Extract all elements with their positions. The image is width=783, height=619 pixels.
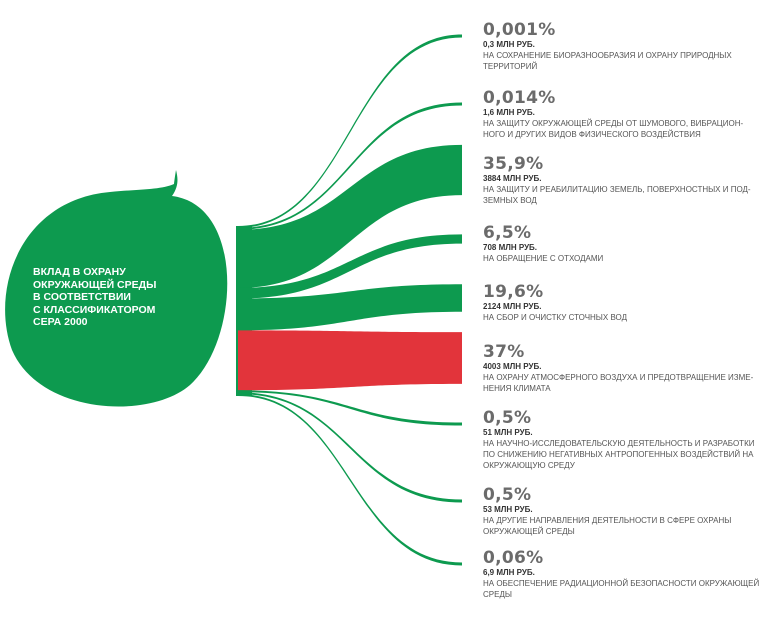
flow-description: НА ОХРАНУ АТМОСФЕРНОГО ВОЗДУХА И ПРЕДОТВ…: [483, 373, 754, 393]
flow-amount: 1,6 МЛН РУБ.: [483, 108, 535, 117]
flow-amount: 6,9 МЛН РУБ.: [483, 568, 535, 577]
flow-percent: 0,5%: [483, 485, 532, 505]
flow-amount: 2124 МЛН РУБ.: [483, 302, 542, 311]
flow-description: НА ДРУГИЕ НАПРАВЛЕНИЯ ДЕЯТЕЛЬНОСТИ В СФЕ…: [483, 516, 732, 536]
flow-label-3: 35,9% 3884 МЛН РУБ. НА ЗАЩИТУ И РЕАБИЛИТАЦ…: [483, 156, 773, 206]
bubble-title: ВКЛАД В ОХРАНУ ОКРУЖАЮЩЕЙ СРЕДЫ В СООТВЕ…: [33, 266, 157, 329]
flow-description: НА ЗАЩИТУ ОКРУЖАЮЩЕЙ СРЕДЫ ОТ ШУМОВОГО, …: [483, 119, 744, 139]
flow-label-6: 37% 4003 МЛН РУБ. НА ОХРАНУ АТМОСФЕРНОГО В…: [483, 344, 773, 394]
flow-amount: 4003 МЛН РУБ.: [483, 362, 542, 371]
flow-band-9: [238, 394, 462, 566]
flow-percent: 35,9%: [483, 154, 544, 174]
flow-label-4: 6,5% 708 МЛН РУБ. НА ОБРАЩЕНИЕ С ОТХОДАМИ: [483, 225, 773, 264]
flow-label-8: 0,5% 53 МЛН РУБ. НА ДРУГИЕ НАПРАВЛЕНИЯ ДЕЯ…: [483, 487, 773, 537]
flow-description: НА СБОР И ОЧИСТКУ СТОЧНЫХ ВОД: [483, 313, 627, 322]
flow-description: НА СОХРАНЕНИЕ БИОРАЗНООБРАЗИЯ И ОХРАНУ П…: [483, 51, 732, 71]
flow-percent: 6,5%: [483, 223, 532, 243]
flow-description: НА ОБЕСПЕЧЕНИЕ РАДИАЦИОННОЙ БЕЗОПАСНОСТИ…: [483, 579, 760, 599]
flow-description: НА ОБРАЩЕНИЕ С ОТХОДАМИ: [483, 254, 604, 263]
flow-percent: 0,5%: [483, 408, 532, 428]
flow-description: НА ЗАЩИТУ И РЕАБИЛИТАЦИЮ ЗЕМЕЛЬ, ПОВЕРХН…: [483, 185, 751, 205]
flow-amount: 3884 МЛН РУБ.: [483, 174, 542, 183]
flow-percent: 19,6%: [483, 282, 544, 302]
flow-percent: 37%: [483, 342, 525, 362]
flow-label-9: 0,06% 6,9 МЛН РУБ. НА ОБЕСПЕЧЕНИЕ РАДИАЦИО…: [483, 550, 773, 600]
flow-amount: 0,3 МЛН РУБ.: [483, 40, 535, 49]
flow-label-5: 19,6% 2124 МЛН РУБ. НА СБОР И ОЧИСТКУ СТОЧ…: [483, 284, 773, 323]
flow-amount: 53 МЛН РУБ.: [483, 505, 533, 514]
flow-band-6: [238, 330, 462, 391]
bubble-shape: [5, 170, 228, 407]
flow-band-8: [238, 392, 462, 503]
flow-band-7: [238, 390, 462, 426]
flow-label-2: 0,014% 1,6 МЛН РУБ. НА ЗАЩИТУ ОКРУЖАЮЩЕЙ С…: [483, 90, 773, 140]
flow-percent: 0,06%: [483, 548, 544, 568]
flow-amount: 708 МЛН РУБ.: [483, 243, 538, 252]
flow-band-4: [238, 234, 462, 299]
flow-description: НА НАУЧНО-ИССЛЕДОВАТЕЛЬСКУЮ ДЕЯТЕЛЬНОСТЬ…: [483, 439, 755, 470]
flow-label-1: 0,001% 0,3 МЛН РУБ. НА СОХРАНЕНИЕ БИОРАЗНО…: [483, 22, 773, 72]
flow-band-2: [238, 102, 462, 230]
flow-percent: 0,014%: [483, 88, 556, 108]
flow-bands: [236, 34, 462, 566]
flow-band-1: [238, 34, 462, 228]
flow-band-3: [238, 144, 462, 288]
flow-band-5: [238, 284, 462, 331]
flow-amount: 51 МЛН РУБ.: [483, 428, 533, 437]
flow-percent: 0,001%: [483, 20, 556, 40]
flow-label-7: 0,5% 51 МЛН РУБ. НА НАУЧНО-ИССЛЕДОВАТЕЛЬСК…: [483, 410, 773, 471]
